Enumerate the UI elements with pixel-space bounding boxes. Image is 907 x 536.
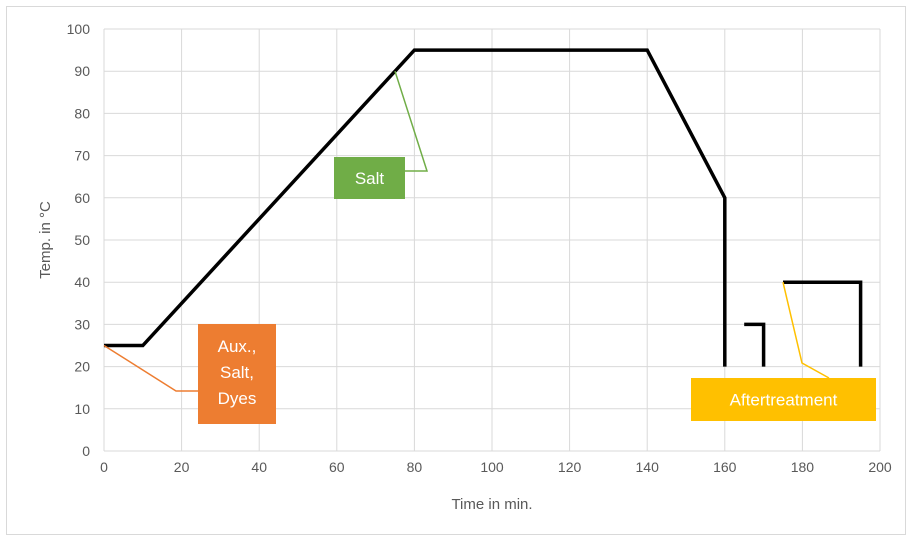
y-tick-label: 60 [74,190,90,206]
x-tick-label: 60 [329,459,345,475]
chart-frame [6,6,906,535]
y-tick-label: 20 [74,359,90,375]
x-tick-label: 80 [407,459,423,475]
callout-label-1: Aux., Salt, Dyes [218,337,257,408]
y-tick-label: 70 [74,148,90,164]
y-tick-label: 0 [82,443,90,459]
y-tick-label: 90 [74,63,90,79]
callout-label-line: Dyes [218,389,257,408]
y-tick-label: 10 [74,401,90,417]
callout-box-1 [198,324,276,424]
x-tick-label: 20 [174,459,190,475]
temperature-line-1 [104,48,727,367]
x-tick-label: 200 [868,459,892,475]
x-tick-label: 160 [713,459,737,475]
callout-leader-1 [103,344,198,392]
callout-leader-2 [394,70,429,172]
callout-box-3 [691,378,876,421]
temperature-line-2 [744,322,766,367]
series-group [104,48,863,367]
callout-label-line: Aux., [218,337,257,356]
x-tick-labels: 0 20 40 60 80 100 120 140 160 180 200 [100,459,892,475]
x-axis-title: Time in min. [451,496,532,513]
x-tick-label: 0 [100,459,108,475]
x-tick-label: 140 [636,459,660,475]
x-tick-label: 180 [791,459,815,475]
y-tick-label: 50 [74,232,90,248]
x-tick-label: 120 [558,459,582,475]
callout-leader-3 [782,282,830,379]
y-tick-label: 40 [74,274,90,290]
y-tick-labels: 0 10 20 30 40 50 60 70 80 90 100 [67,21,91,459]
y-axis-title: Temp. in °C [37,201,54,279]
callout-label-line: Salt, [220,363,254,382]
x-tick-label: 40 [251,459,267,475]
y-tick-label: 100 [67,21,91,37]
callout-box-2 [334,157,405,199]
y-tick-label: 30 [74,316,90,332]
temperature-line-3 [783,280,863,367]
callout-label-3: Aftertreatment [730,391,838,410]
x-tick-label: 100 [480,459,504,475]
callout-label-2: Salt [355,169,385,188]
y-tick-label: 80 [74,105,90,121]
callouts: Aux., Salt, Dyes Salt Aftertreatment [103,70,876,424]
